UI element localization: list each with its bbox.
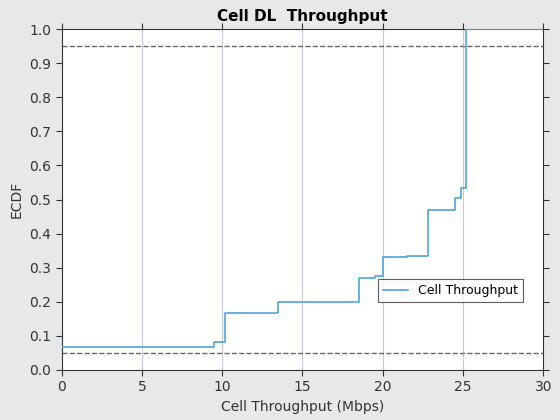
Cell Throughput [355,276,362,281]
Cell Throughput [63,345,70,350]
Cell Throughput [371,273,378,278]
Cell Throughput [540,27,547,32]
Cell Throughput [451,195,458,200]
Cell Throughput [424,207,431,212]
Cell Throughput [58,345,65,350]
Cell Throughput [463,27,469,32]
Cell Throughput [451,207,458,212]
Cell Throughput [371,276,378,281]
Legend: Cell Throughput: Cell Throughput [377,279,522,302]
Cell Throughput [211,345,217,350]
Cell Throughput [458,195,465,200]
Y-axis label: ECDF: ECDF [10,181,24,218]
Cell Throughput [211,340,217,345]
Cell Throughput [275,310,282,315]
Title: Cell DL  Throughput: Cell DL Throughput [217,9,388,24]
Cell Throughput [463,185,469,190]
Cell Throughput [424,253,431,258]
Cell Throughput [379,273,386,278]
Line: Cell Throughput: Cell Throughput [62,29,543,347]
Cell Throughput [355,299,362,304]
Cell Throughput [222,310,228,315]
X-axis label: Cell Throughput (Mbps): Cell Throughput (Mbps) [221,399,384,414]
Cell Throughput [275,299,282,304]
Cell Throughput [379,255,386,260]
Cell Throughput [403,253,410,258]
Cell Throughput [63,345,70,350]
Cell Throughput [458,185,465,190]
Cell Throughput [473,27,480,32]
Cell Throughput [222,340,228,345]
Cell Throughput [403,255,410,260]
Cell Throughput [473,27,480,32]
